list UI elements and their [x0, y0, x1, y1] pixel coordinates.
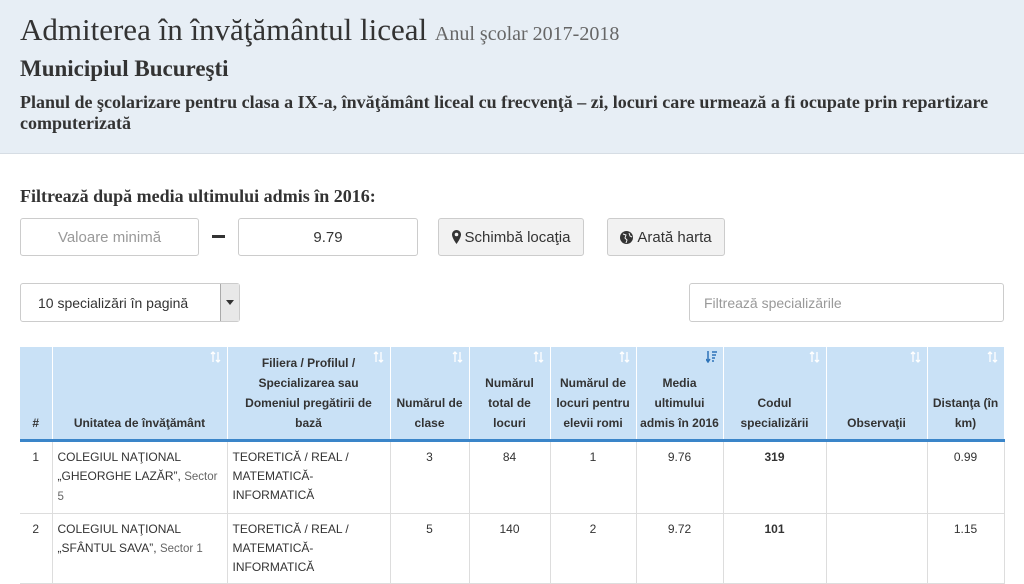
- sector: Sector 5: [57, 471, 218, 503]
- select-arrow: [220, 284, 239, 321]
- column-label: Numărul total de locuri: [485, 376, 534, 430]
- column-header[interactable]: Numărul total de locuri: [469, 347, 551, 442]
- code: 319: [723, 440, 827, 514]
- observations: [826, 513, 928, 584]
- location-button[interactable]: Schimbă locaţia: [438, 218, 584, 256]
- profile: TEORETICĂ / REAL / MATEMATICĂ-INFORMATIC…: [227, 513, 391, 584]
- min-input[interactable]: Valoare minimă: [20, 218, 199, 256]
- places: 84: [469, 440, 551, 514]
- column-header[interactable]: Codul specializării: [723, 347, 827, 442]
- column-label: Filiera / Profilul / Specializarea sau D…: [245, 356, 372, 430]
- year: Anul şcolar 2017-2018: [434, 23, 620, 45]
- roma-places: 1: [550, 440, 637, 514]
- column-label: Observaţii: [847, 416, 906, 430]
- profile: TEORETICĂ / REAL / MATEMATICĂ-INFORMATIC…: [227, 440, 391, 514]
- page-size-select[interactable]: 10 specializări în pagină: [20, 283, 240, 322]
- filter-label: Filtrează după media ultimului admis în …: [20, 186, 376, 206]
- column-header[interactable]: Unitatea de învăţământ: [52, 347, 228, 442]
- max-input[interactable]: 9.79: [238, 218, 418, 256]
- sector: Sector 1: [159, 543, 203, 555]
- school-cell: COLEGIUL NAŢIONAL „SFÂNTUL SAVA”, Sector…: [52, 513, 228, 584]
- sort-icon: [809, 351, 819, 363]
- classes: 5: [390, 513, 470, 584]
- column-header[interactable]: Distanţa (în km): [927, 347, 1005, 442]
- places: 140: [469, 513, 551, 584]
- page-size: 10 specializări în pagină: [38, 294, 189, 311]
- column-label: Unitatea de învăţământ: [73, 416, 206, 430]
- sort-icon: [910, 351, 920, 363]
- column-label: Codul specializării: [740, 396, 809, 430]
- distance: 1.15: [927, 513, 1005, 584]
- column-label: Numărul de locuri pentru elevii romi: [556, 376, 630, 430]
- column-header: #: [20, 347, 53, 442]
- column-header[interactable]: Filiera / Profilul / Specializarea sau D…: [227, 347, 391, 442]
- title: Admiterea în învăţământul liceal: [20, 12, 428, 47]
- map-label: Arată harta: [637, 228, 712, 246]
- search-input[interactable]: Filtrează specializările: [689, 283, 1004, 322]
- school-cell: COLEGIUL NAŢIONAL „GHEORGHE LAZĂR”, Sect…: [52, 440, 228, 514]
- classes: 3: [390, 440, 470, 514]
- column-label: Numărul de clase: [396, 396, 463, 430]
- sort-icon: [987, 351, 997, 363]
- sort-icon: [619, 351, 629, 363]
- code: 101: [723, 513, 827, 584]
- rank: 2: [20, 513, 53, 584]
- observations: [826, 440, 928, 514]
- sort-icon: [533, 351, 543, 363]
- column-label: Distanţa (în km): [932, 396, 999, 430]
- range-dash: [212, 235, 225, 238]
- globe-icon: [620, 230, 634, 244]
- sort-icon: [705, 351, 717, 363]
- location-label: Schimbă locaţia: [464, 228, 571, 246]
- column-label: #: [32, 416, 40, 430]
- roma-places: 2: [550, 513, 637, 584]
- last-grade: 9.76: [636, 440, 724, 514]
- marker-icon: [451, 230, 461, 244]
- distance: 0.99: [927, 440, 1005, 514]
- map-button[interactable]: Arată harta: [607, 218, 725, 256]
- table-row: 2 COLEGIUL NAŢIONAL „SFÂNTUL SAVA”, Secto…: [20, 513, 1005, 584]
- column-header[interactable]: Numărul de locuri pentru elevii romi: [550, 347, 637, 442]
- header-band: [0, 0, 1024, 154]
- school-name: COLEGIUL NAŢIONAL „GHEORGHE LAZĂR”,: [57, 450, 181, 483]
- last-grade: 9.72: [636, 513, 724, 584]
- column-header[interactable]: Media ultimului admis în 2016: [636, 347, 724, 442]
- sort-icon: [373, 351, 383, 363]
- column-header[interactable]: Observaţii: [826, 347, 928, 442]
- column-header[interactable]: Numărul de clase: [390, 347, 470, 442]
- description: Planul de şcolarizare pentru clasa a IX-…: [20, 92, 989, 133]
- table-row: 1 COLEGIUL NAŢIONAL „GHEORGHE LAZĂR”, Sec…: [20, 440, 1005, 514]
- column-label: Media ultimului admis în 2016: [640, 376, 719, 430]
- city: Municipiul Bucureşti: [20, 56, 229, 81]
- sort-icon: [210, 351, 220, 363]
- title-line: Admiterea în învăţământul liceal Anul şc…: [20, 12, 619, 48]
- schools-table: # Unitatea de învăţământ Filiera / Profilu…: [20, 347, 1005, 584]
- rank: 1: [20, 440, 53, 514]
- sort-icon: [452, 351, 462, 363]
